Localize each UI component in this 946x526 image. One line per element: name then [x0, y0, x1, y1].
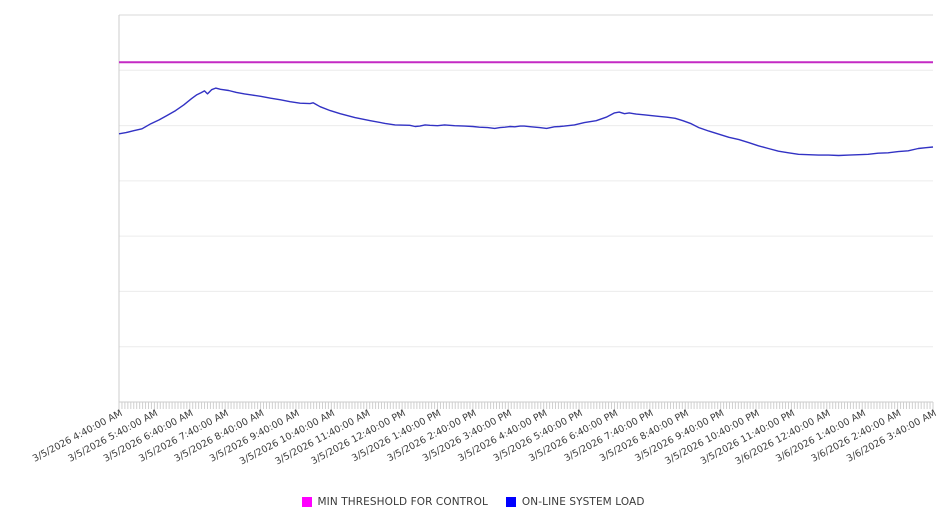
- legend-swatch-min-threshold-icon: [301, 497, 312, 507]
- legend-label-online-system-load: ON-LINE SYSTEM LOAD: [521, 496, 645, 508]
- chart-legend: MIN THRESHOLD FOR CONTROL ON-LINE SYSTEM…: [0, 496, 946, 508]
- system-load-line: [118, 87, 934, 157]
- legend-label-min-threshold: MIN THRESHOLD FOR CONTROL: [317, 496, 488, 508]
- legend-swatch-online-system-load-icon: [505, 497, 516, 507]
- legend-item-online-system-load[interactable]: ON-LINE SYSTEM LOAD: [505, 496, 645, 508]
- legend-item-min-threshold[interactable]: MIN THRESHOLD FOR CONTROL: [301, 496, 488, 508]
